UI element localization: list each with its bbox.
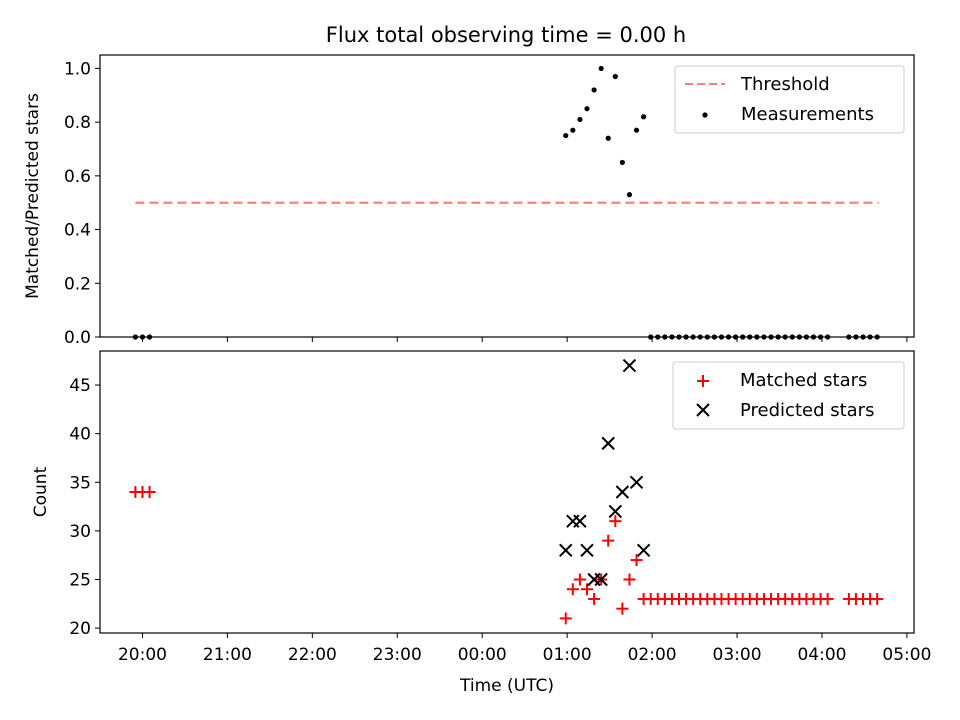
matched-star-point xyxy=(143,486,156,498)
matched-star-point xyxy=(623,573,636,586)
predicted-star-point xyxy=(629,475,644,489)
measurement-point xyxy=(605,135,611,141)
legend-matched-swatch xyxy=(697,375,709,387)
measurement-point xyxy=(577,116,583,123)
measurement-point xyxy=(619,159,625,166)
x-tick-label: 01:00 xyxy=(543,645,592,665)
legend-matched-label: Matched stars xyxy=(740,370,867,391)
y-tick-label: 45 xyxy=(69,376,91,396)
matched-star-point xyxy=(580,583,593,596)
matched-star-point xyxy=(602,534,615,547)
legend-predicted-swatch xyxy=(696,403,710,417)
x-tick-label: 04:00 xyxy=(797,645,846,665)
top-legend: Threshold Measurements xyxy=(674,65,905,134)
matched-star-point xyxy=(566,583,579,596)
measurement-point xyxy=(584,106,590,112)
x-axis-label: Time (UTC) xyxy=(459,676,554,696)
predicted-star-point xyxy=(580,543,594,558)
y-tick-label: 25 xyxy=(69,571,91,591)
measurement-point xyxy=(633,127,640,133)
measurement-point xyxy=(591,87,597,93)
measurement-point xyxy=(563,132,569,139)
y-tick-label: 20 xyxy=(69,619,91,639)
predicted-star-point xyxy=(608,504,623,519)
predicted-star-point xyxy=(615,485,630,499)
matched-star-point xyxy=(609,515,622,528)
x-tick-label: 02:00 xyxy=(628,645,677,665)
bottom-axes: 20 25 30 35 40 45 20:00 21:00 22:00 23:00 00:00 01:… xyxy=(69,376,931,665)
predicted-star-point xyxy=(559,543,573,558)
top-axes: 0.0 0.2 0.4 0.6 0.8 1.0 xyxy=(64,59,908,348)
chart-title: Flux total observing time = 0.00 h xyxy=(326,23,686,47)
x-tick-label: 23:00 xyxy=(373,645,422,665)
y-tick-label: 30 xyxy=(69,522,91,542)
bottom-marks xyxy=(129,358,884,625)
y-tick-label: 0.8 xyxy=(64,113,91,133)
matched-star-point xyxy=(616,602,629,615)
y-tick-label: 35 xyxy=(69,473,91,493)
legend-measurements-swatch xyxy=(702,112,708,118)
y-tick-label: 0.2 xyxy=(64,274,91,294)
x-tick-label: 05:00 xyxy=(882,645,931,665)
y-tick-label: 1.0 xyxy=(64,59,91,79)
bottom-legend-box xyxy=(672,361,905,430)
predicted-star-point xyxy=(601,436,615,451)
matched-star-point xyxy=(821,592,834,605)
matched-star-point xyxy=(588,592,601,605)
measurement-point xyxy=(641,114,647,120)
y-tick-label: 0.6 xyxy=(64,167,91,187)
y-tick-label: 0.0 xyxy=(64,328,91,348)
y-tick-label: 0.4 xyxy=(64,221,91,241)
top-y-axis-label: Matched/Predicted stars xyxy=(23,93,43,299)
matched-star-point xyxy=(559,612,572,625)
measurement-point xyxy=(612,73,618,80)
bottom-legend: Matched stars Predicted stars xyxy=(672,361,905,430)
predicted-star-point xyxy=(573,514,587,528)
measurement-point xyxy=(626,192,633,198)
predicted-star-point xyxy=(594,572,608,587)
measurement-point xyxy=(598,65,604,72)
top-plot-frame xyxy=(99,54,915,338)
bottom-plot-frame xyxy=(99,350,915,634)
matched-star-point xyxy=(871,592,884,605)
x-tick-label: 20:00 xyxy=(118,645,167,665)
x-tick-label: 03:00 xyxy=(713,645,762,665)
x-tick-label: 21:00 xyxy=(203,645,252,665)
x-tick-label: 00:00 xyxy=(458,645,507,665)
matched-star-point xyxy=(573,573,586,586)
predicted-star-point xyxy=(622,358,637,373)
bottom-y-axis-label: Count xyxy=(31,466,51,517)
bottom-panel: 20 25 30 35 40 45 20:00 21:00 22:00 23:00 00:00 01:… xyxy=(31,350,931,696)
y-tick-label: 40 xyxy=(69,425,91,445)
predicted-star-point xyxy=(636,543,651,558)
legend-measurements-label: Measurements xyxy=(741,104,874,125)
x-tick-label: 22:00 xyxy=(288,645,337,665)
matched-star-point xyxy=(630,554,643,567)
top-legend-box xyxy=(674,65,905,134)
legend-predicted-label: Predicted stars xyxy=(740,400,874,421)
top-panel: 0.0 0.2 0.4 0.6 0.8 1.0 Matched/Predicted sta… xyxy=(23,54,915,348)
legend-threshold-label: Threshold xyxy=(740,74,830,95)
measurement-point xyxy=(570,127,576,133)
